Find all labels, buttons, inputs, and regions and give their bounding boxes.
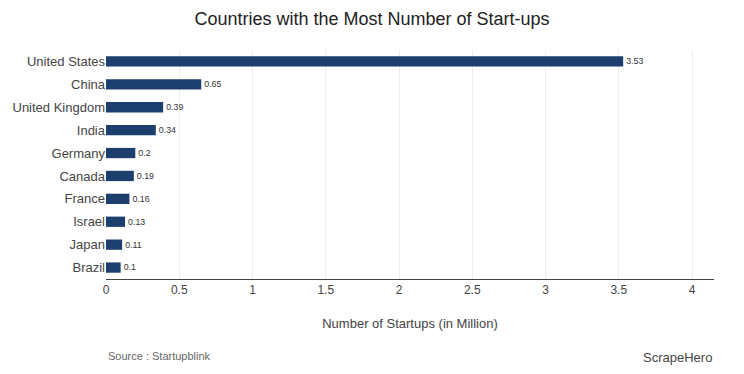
svg-text:1: 1 bbox=[249, 283, 256, 297]
svg-text:Japan: Japan bbox=[70, 237, 105, 252]
svg-text:China: China bbox=[71, 77, 106, 92]
svg-text:0.65: 0.65 bbox=[204, 79, 221, 89]
svg-text:0.13: 0.13 bbox=[128, 217, 145, 227]
svg-text:India: India bbox=[77, 123, 106, 138]
svg-text:United States: United States bbox=[27, 54, 106, 69]
svg-text:0.11: 0.11 bbox=[125, 240, 142, 250]
svg-text:Israel: Israel bbox=[73, 214, 105, 229]
svg-text:France: France bbox=[65, 191, 105, 206]
svg-text:0.2: 0.2 bbox=[138, 148, 150, 158]
svg-text:0.19: 0.19 bbox=[137, 171, 154, 181]
svg-text:3.5: 3.5 bbox=[610, 283, 627, 297]
svg-text:Number of Startups (in Million: Number of Startups (in Million) bbox=[322, 316, 498, 331]
svg-text:Brazil: Brazil bbox=[72, 260, 105, 275]
svg-text:ScrapeHero: ScrapeHero bbox=[643, 350, 712, 365]
svg-text:0.16: 0.16 bbox=[132, 194, 149, 204]
svg-text:3: 3 bbox=[542, 283, 549, 297]
svg-text:4: 4 bbox=[689, 283, 696, 297]
svg-text:1.5: 1.5 bbox=[317, 283, 334, 297]
svg-text:2.5: 2.5 bbox=[464, 283, 481, 297]
svg-text:0.1: 0.1 bbox=[124, 262, 136, 272]
svg-text:Canada: Canada bbox=[59, 169, 105, 184]
svg-text:Source : Startupblink: Source : Startupblink bbox=[108, 350, 211, 362]
svg-text:0.5: 0.5 bbox=[171, 283, 188, 297]
svg-text:0.39: 0.39 bbox=[166, 102, 183, 112]
svg-text:0: 0 bbox=[103, 283, 110, 297]
svg-text:0.34: 0.34 bbox=[159, 125, 176, 135]
svg-text:2: 2 bbox=[396, 283, 403, 297]
svg-text:United Kingdom: United Kingdom bbox=[13, 100, 106, 115]
svg-text:3.53: 3.53 bbox=[626, 56, 643, 66]
svg-text:Germany: Germany bbox=[52, 146, 106, 161]
svg-text:Countries with the Most Number: Countries with the Most Number of Start-… bbox=[194, 9, 549, 29]
